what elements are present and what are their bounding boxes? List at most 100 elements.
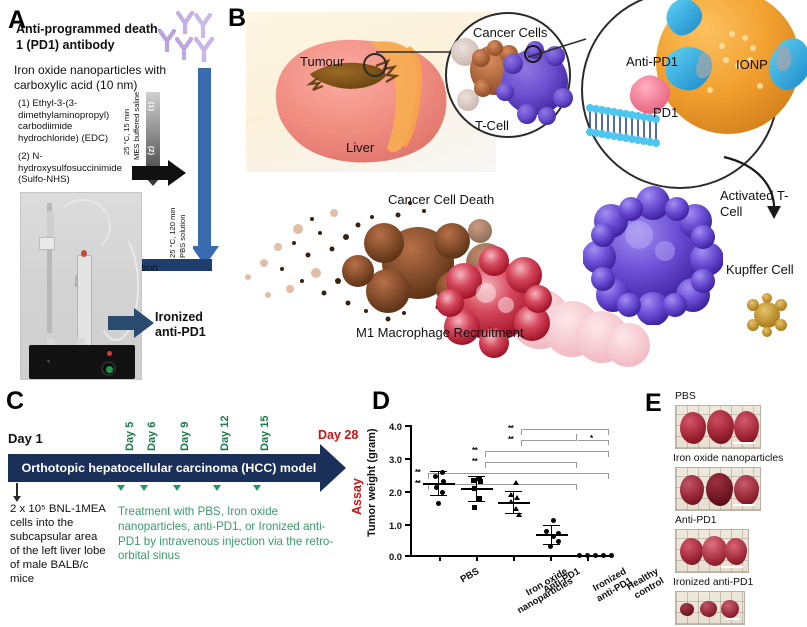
- product-arrow-icon: [108, 308, 156, 343]
- error-cap: [543, 525, 560, 527]
- tumor-photo-ironized-anti-pd1: [675, 591, 745, 625]
- tumor-photo-iron-oxide: [675, 467, 761, 511]
- error-cap: [505, 491, 522, 493]
- treatment-marker-icon: [173, 485, 181, 491]
- treatment-day-label-3: Day 9: [179, 421, 191, 451]
- treatment-day-label-4: Day 12: [219, 415, 231, 451]
- reagent-item-1: (1) Ethyl-3-(3-dimethylaminopropyl) carb…: [18, 98, 110, 144]
- ionp-detail-circle: [581, 0, 807, 189]
- data-point: [507, 492, 514, 497]
- sig-bracket-line: [428, 484, 577, 486]
- sig-bracket-tick: [608, 473, 610, 479]
- sig-bracket-tick: [521, 440, 523, 446]
- y-tick-0: [405, 555, 410, 557]
- leader-line-1: [376, 51, 464, 53]
- panel-c: C Day 1 Day 28 Assay Orthotopic hepatoce…: [0, 385, 370, 627]
- error-cap: [543, 544, 560, 546]
- product-label: Ironized anti-PD1: [155, 310, 206, 339]
- data-point: [600, 552, 606, 558]
- error-bar: [438, 471, 440, 495]
- panel-c-letter: C: [6, 387, 24, 415]
- treatment-day-label-2: Day 6: [146, 421, 158, 451]
- sig-star: **: [508, 435, 514, 444]
- data-point: [584, 552, 590, 558]
- data-point: [440, 478, 446, 484]
- sig-star: *: [590, 434, 593, 443]
- data-point: [512, 506, 519, 511]
- data-point: [477, 478, 483, 484]
- leader-line-2: [528, 38, 587, 58]
- step-arrow-black: [132, 160, 192, 195]
- treatment-marker-icon: [117, 485, 125, 491]
- t-cell-label: T-Cell: [475, 118, 509, 133]
- cancer-cell-death-label: Cancer Cell Death: [388, 192, 495, 207]
- sig-bracket-tick: [576, 462, 578, 468]
- purification-arrow-icon: [96, 252, 212, 283]
- data-point: [513, 495, 520, 500]
- error-cap: [468, 476, 485, 478]
- y-tick-1: [405, 524, 410, 526]
- sig-star: **: [415, 479, 421, 488]
- cancer-cells-inset: [445, 12, 573, 138]
- panel-e: E PBS Iron oxide nanoparticles Anti-PD1 …: [645, 385, 807, 627]
- down-arrow-blue-icon: [191, 68, 223, 273]
- treatment-day-label-1: Day 5: [124, 421, 136, 451]
- anti-pd1-label: Anti-PD1: [626, 54, 679, 69]
- data-point: [433, 484, 439, 490]
- activated-t-cell-illustration: [583, 186, 723, 325]
- data-point: [439, 489, 445, 495]
- sig-bracket-line: [578, 440, 609, 442]
- sig-bracket-tick: [576, 484, 578, 490]
- y-axis-label: Tumor weight (gram): [366, 428, 378, 537]
- sig-star: **: [508, 424, 514, 433]
- data-point: [507, 499, 514, 504]
- kupffer-cell-label: Kupffer Cell: [726, 262, 794, 277]
- sig-bracket-line: [521, 429, 609, 431]
- panel-a: A Anti-programmed death-1 (PD1) antibody…: [0, 0, 228, 383]
- condition-2-line-1: 25 °C, 120 min: [168, 207, 177, 258]
- day1-label: Day 1: [8, 431, 43, 446]
- panel-a-subtitle: Iron oxide nanoparticles with carboxylic…: [14, 63, 167, 92]
- ionp-label: IONP: [736, 57, 768, 72]
- sig-star: **: [472, 457, 478, 466]
- error-cap: [468, 501, 485, 503]
- sig-bracket-tick: [428, 473, 430, 479]
- sig-bracket-line: [485, 462, 577, 464]
- error-bar: [476, 476, 478, 501]
- panel-e-group-label-0: PBS: [675, 391, 696, 402]
- timeline-arrowhead-icon: [320, 444, 346, 492]
- treatment-marker-icon: [140, 485, 148, 491]
- assay-label: Assay: [350, 478, 364, 515]
- panel-e-letter: E: [645, 389, 662, 417]
- panel-e-group-label-2: Anti-PD1: [675, 515, 717, 526]
- sig-star: **: [415, 468, 421, 477]
- antibody-y-icon: [175, 10, 195, 34]
- liver-illustration: [276, 39, 447, 163]
- panel-e-group-label-1: Iron oxide nanoparticles: [673, 453, 784, 464]
- step-1-label: (1): [147, 101, 157, 112]
- data-point: [550, 533, 556, 539]
- sig-bracket-tick: [576, 434, 578, 440]
- y-tick-label-4: 4.0: [388, 421, 402, 432]
- treatment-marker-icon: [213, 485, 221, 491]
- error-cap: [505, 513, 522, 515]
- data-point: [550, 517, 556, 523]
- pd1-label: PD1: [653, 105, 679, 120]
- x-tick-4: [587, 557, 589, 561]
- antibody-cluster: [157, 6, 229, 68]
- data-point: [576, 552, 582, 558]
- sig-bracket-tick: [608, 451, 610, 457]
- antibody-y-icon: [157, 28, 177, 52]
- panel-d-letter: D: [372, 387, 390, 415]
- kupffer-cell-illustration: [747, 293, 787, 337]
- sig-bracket-tick: [521, 429, 523, 435]
- day28-label: Day 28: [318, 428, 359, 442]
- sig-bracket-line: [521, 440, 577, 442]
- error-bar: [551, 525, 553, 544]
- instrument-photo: HiTrap °: [20, 192, 142, 380]
- error-cap: [430, 471, 447, 473]
- data-point: [512, 480, 519, 485]
- sig-star: **: [472, 446, 478, 455]
- data-point: [515, 512, 522, 517]
- treatment-day-label-5: Day 15: [259, 415, 271, 451]
